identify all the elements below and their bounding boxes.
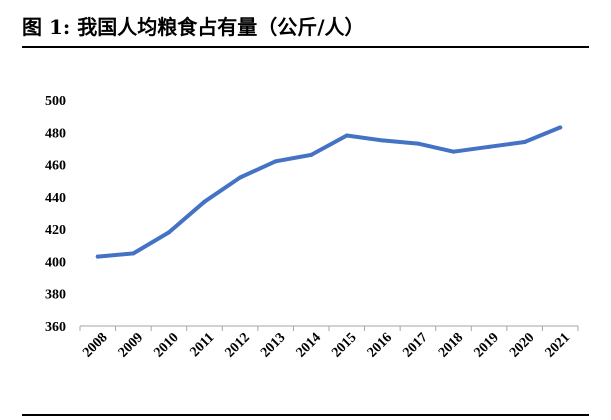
y-tick-label: 480 bbox=[45, 126, 66, 141]
data-point bbox=[309, 152, 314, 157]
y-tick-label: 400 bbox=[45, 255, 66, 270]
x-tick-label: 2010 bbox=[151, 330, 181, 360]
data-point bbox=[202, 199, 207, 204]
data-point bbox=[522, 139, 527, 144]
bottom-rule bbox=[22, 414, 589, 416]
y-tick-label: 440 bbox=[45, 191, 66, 206]
data-point bbox=[487, 144, 492, 149]
x-tick-label: 2009 bbox=[116, 330, 146, 360]
x-tick-label: 2018 bbox=[436, 330, 466, 360]
y-tick-label: 360 bbox=[45, 320, 66, 335]
x-tick-label: 2017 bbox=[400, 330, 430, 360]
x-tick-label: 2020 bbox=[507, 330, 537, 360]
x-tick-label: 2016 bbox=[365, 330, 395, 360]
x-axis-labels: 2008 2009 2010 2011 2012 2013 2014 2015 2016 2017… bbox=[80, 330, 573, 360]
data-point bbox=[238, 175, 243, 180]
series-line bbox=[95, 125, 563, 259]
data-point bbox=[344, 133, 349, 138]
x-tick-label: 2014 bbox=[294, 330, 324, 360]
data-point bbox=[380, 138, 385, 143]
x-tick-label: 2011 bbox=[187, 330, 217, 360]
x-axis bbox=[79, 325, 579, 331]
data-point bbox=[273, 159, 278, 164]
x-tick-label: 2013 bbox=[258, 330, 288, 360]
x-tick-label: 2008 bbox=[80, 330, 110, 360]
data-point bbox=[558, 125, 563, 130]
x-tick-label: 2015 bbox=[329, 330, 359, 360]
y-axis-labels: 360 380 400 420 440 460 480 500 bbox=[45, 94, 66, 335]
y-tick-label: 380 bbox=[45, 288, 66, 303]
figure-title: 图 1: 我国人均粮食占有量（公斤/人） bbox=[22, 15, 365, 39]
data-point bbox=[415, 141, 420, 146]
x-tick-label: 2019 bbox=[471, 330, 501, 360]
x-tick-label: 2021 bbox=[543, 330, 573, 360]
data-point bbox=[166, 230, 171, 235]
y-tick-label: 500 bbox=[45, 94, 66, 109]
x-tick-label: 2012 bbox=[222, 330, 252, 360]
y-tick-label: 420 bbox=[45, 223, 66, 238]
data-point bbox=[451, 149, 456, 154]
y-tick-label: 460 bbox=[45, 159, 66, 174]
title-rule bbox=[22, 46, 589, 48]
data-point bbox=[131, 251, 136, 256]
data-point bbox=[95, 254, 100, 259]
plot-series bbox=[95, 125, 563, 259]
